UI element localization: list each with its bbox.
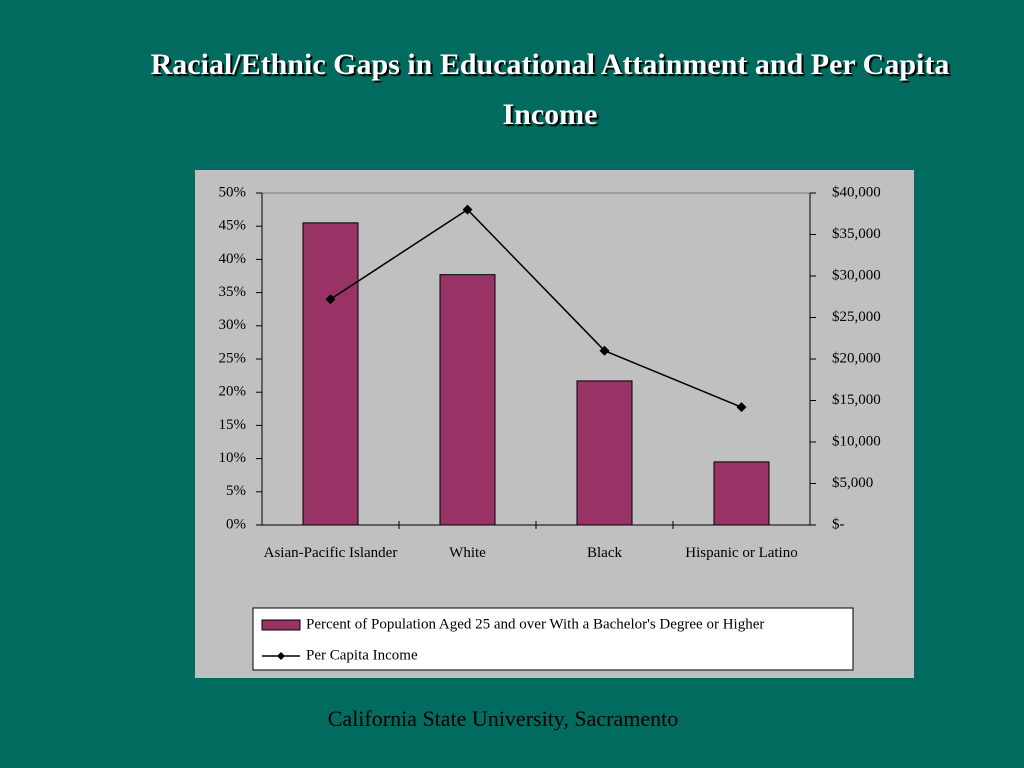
- y-tick-label: 30%: [219, 317, 247, 333]
- y-tick-label: 45%: [219, 218, 247, 234]
- y2-tick-label: $10,000: [832, 433, 881, 449]
- y2-tick-label: $40,000: [832, 184, 881, 200]
- y-tick-label: 0%: [226, 516, 246, 532]
- legend-label: Percent of Population Aged 25 and over W…: [306, 616, 764, 632]
- bar: [439, 274, 496, 526]
- y-tick-label: 10%: [219, 450, 247, 466]
- y-tick-label: 5%: [226, 483, 246, 499]
- x-tick-label: Black: [587, 545, 622, 561]
- marker: [462, 204, 473, 215]
- marker: [325, 294, 336, 305]
- y2-tick-label: $-: [832, 516, 845, 532]
- legend-box: [252, 607, 854, 671]
- y-tick-label: 40%: [219, 251, 247, 267]
- y2-tick-label: $5,000: [832, 475, 873, 491]
- bar: [302, 222, 359, 526]
- y2-tick-label: $30,000: [832, 267, 881, 283]
- legend-marker: [277, 652, 285, 660]
- line: [330, 208, 742, 408]
- x-tick-label: White: [449, 545, 486, 561]
- marker: [599, 345, 610, 356]
- bar: [713, 461, 770, 526]
- x-tick-label: Hispanic or Latino: [685, 545, 798, 561]
- y2-tick-label: $25,000: [832, 309, 881, 325]
- legend-swatch: [261, 619, 301, 631]
- y2-tick-label: $35,000: [832, 226, 881, 242]
- y-tick-label: 20%: [219, 384, 247, 400]
- y-tick-label: 15%: [219, 417, 247, 433]
- slide-title: Racial/Ethnic Gaps in Educational Attain…: [150, 48, 950, 131]
- y2-tick-label: $20,000: [832, 350, 881, 366]
- footer: California State University, Sacramento: [327, 706, 679, 731]
- legend-label: Per Capita Income: [306, 647, 418, 663]
- y-tick-label: 35%: [219, 284, 247, 300]
- bar: [576, 380, 633, 526]
- x-tick-label: Asian-Pacific Islander: [263, 545, 398, 561]
- y2-tick-label: $15,000: [832, 392, 881, 408]
- marker: [736, 402, 747, 413]
- y-tick-label: 25%: [219, 350, 247, 366]
- y-tick-label: 50%: [219, 184, 247, 200]
